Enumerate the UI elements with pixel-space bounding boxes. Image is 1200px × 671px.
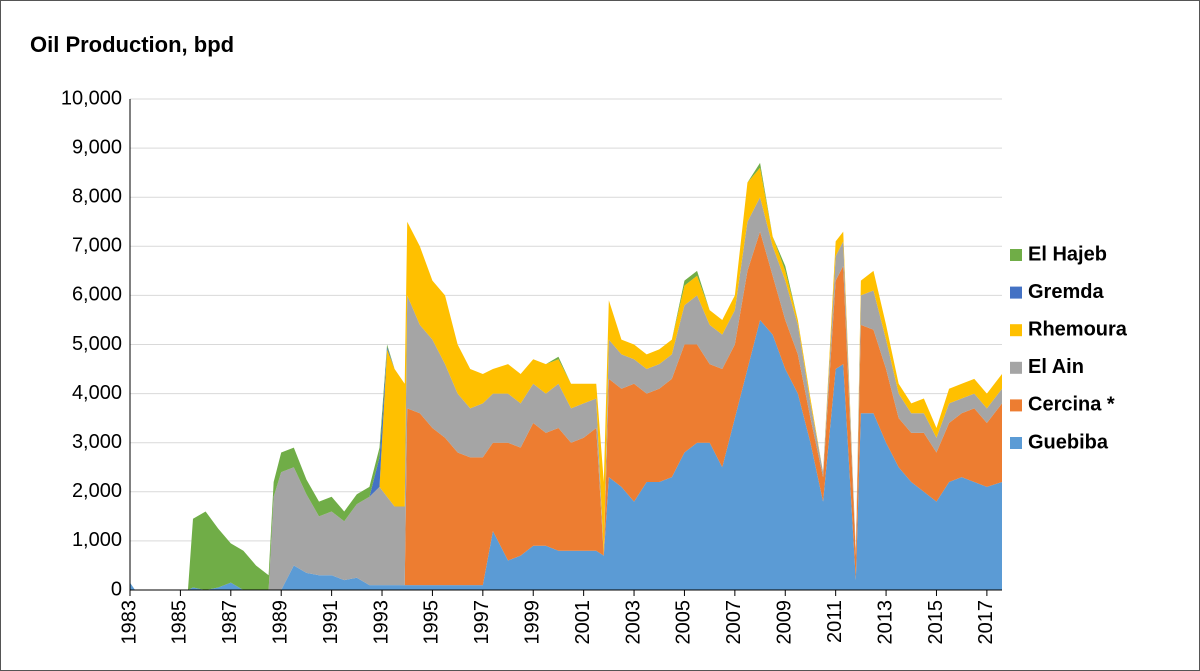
legend-swatch (1010, 249, 1022, 261)
legend-swatch (1010, 286, 1022, 299)
y-tick-label: 3,000 (72, 431, 122, 453)
legend-label: El Ain (1028, 356, 1084, 378)
x-tick-label: 1987 (219, 600, 241, 645)
y-tick-label: 10,000 (61, 87, 122, 109)
y-tick-label: 7,000 (72, 235, 122, 257)
area (130, 319, 1002, 590)
x-tick-label: 1985 (169, 600, 191, 645)
x-tick-label: 2011 (824, 600, 846, 643)
legend-swatch (1010, 361, 1022, 374)
area (130, 162, 1002, 590)
x-tick-label: 2003 (622, 600, 644, 645)
x-tick-label: 2017 (975, 600, 997, 645)
x-tick-label: 1997 (471, 600, 493, 645)
x-tick-label: 2001 (572, 600, 594, 645)
legend-swatch (1010, 324, 1022, 337)
x-tick-label: 2013 (874, 600, 896, 645)
y-tick-label: 0 (111, 578, 122, 600)
y-tick-label: 4,000 (72, 382, 122, 404)
y-tick-label: 5,000 (72, 333, 122, 355)
y-tick-label: 8,000 (72, 185, 122, 207)
legend-label: Gremda (1028, 281, 1104, 303)
x-tick-label: 2007 (723, 600, 745, 645)
x-tick-label: 2009 (774, 600, 796, 645)
x-tick-label: 1995 (421, 600, 443, 645)
legend-label: Guebiba (1028, 431, 1109, 453)
x-tick-label: 2005 (673, 600, 695, 645)
y-tick-label: 6,000 (72, 284, 122, 306)
y-tick-label: 1,000 (72, 529, 122, 551)
legend-label: Cercina * (1028, 394, 1115, 416)
x-tick-label: 1999 (522, 600, 544, 645)
x-tick-label: 1989 (269, 600, 291, 645)
x-tick-label: 2015 (925, 600, 947, 645)
y-tick-label: 2,000 (72, 480, 122, 502)
y-tick-label: 9,000 (72, 136, 122, 158)
area (130, 197, 1002, 590)
legend-label: Rhemoura (1028, 318, 1128, 340)
x-tick-label: 1991 (320, 600, 342, 645)
legend-swatch (1010, 399, 1022, 412)
x-tick-label: 1993 (370, 600, 392, 645)
x-tick-label: 1983 (118, 600, 140, 645)
chart-title: Oil Production, bpd (30, 32, 234, 57)
legend-label: El Hajeb (1028, 243, 1107, 265)
area (130, 167, 1002, 591)
legend-swatch (1010, 437, 1022, 449)
area (130, 231, 1002, 590)
